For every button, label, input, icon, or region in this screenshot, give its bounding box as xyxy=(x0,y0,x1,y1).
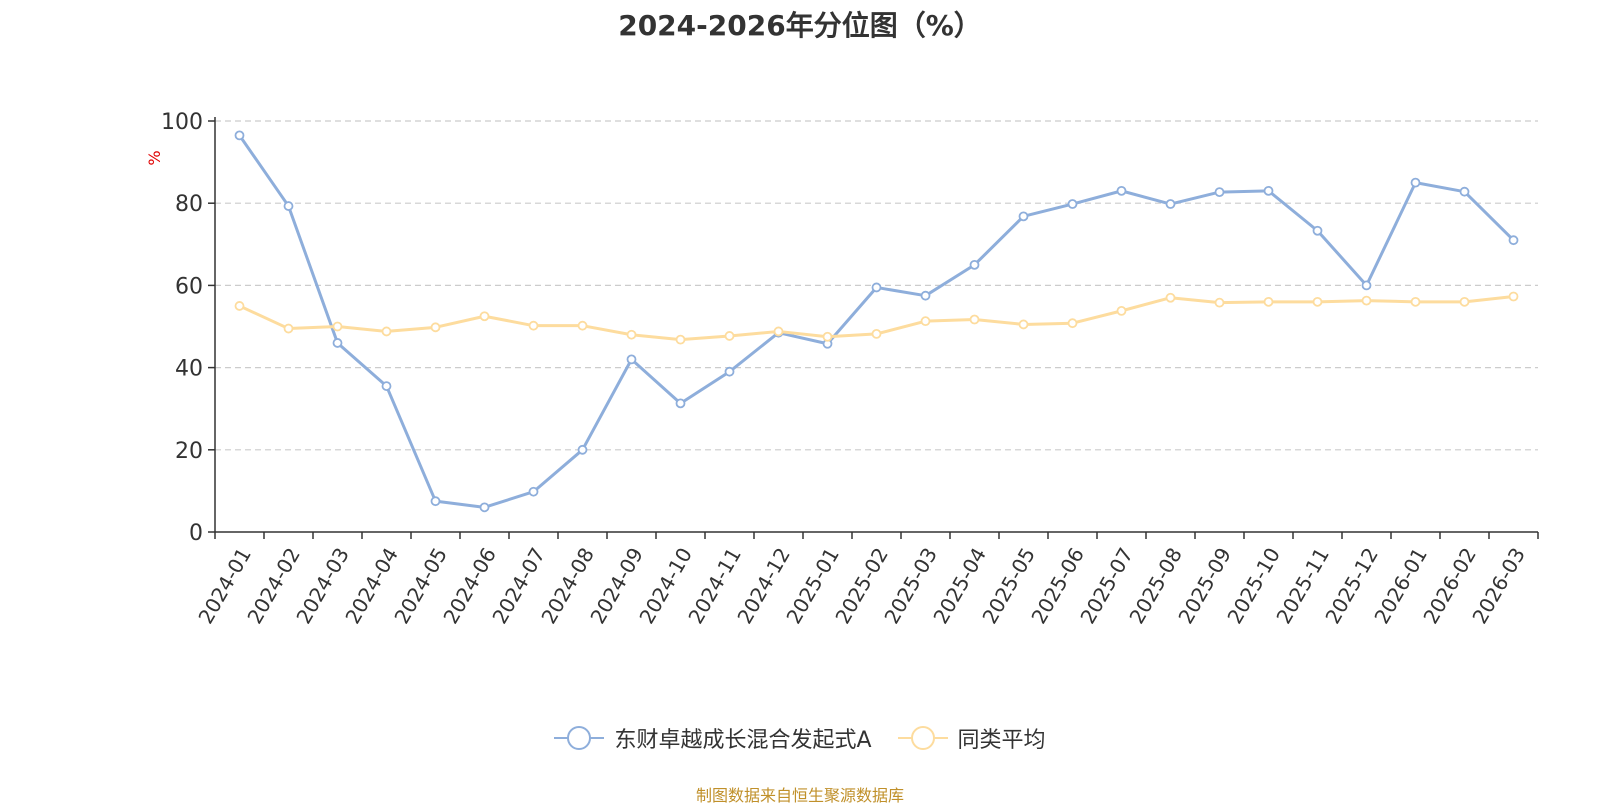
data-point xyxy=(283,323,294,334)
series-lines xyxy=(234,130,1519,513)
series-line-0 xyxy=(238,134,1515,509)
data-point xyxy=(1361,280,1372,291)
data-point xyxy=(1508,235,1519,246)
data-point xyxy=(577,320,588,331)
data-point xyxy=(1410,296,1421,307)
data-point xyxy=(1214,187,1225,198)
legend: 东财卓越成长混合发起式A 同类平均 xyxy=(0,722,1600,754)
data-point xyxy=(283,201,294,211)
data-point xyxy=(1165,292,1176,303)
data-point xyxy=(822,331,833,342)
data-point xyxy=(479,502,490,513)
data-point xyxy=(626,329,637,340)
data-point xyxy=(724,331,735,341)
data-point xyxy=(381,381,392,391)
data-point xyxy=(332,321,343,332)
legend-item-fund[interactable]: 东财卓越成长混合发起式A xyxy=(554,722,872,754)
data-point xyxy=(1116,305,1127,316)
data-point xyxy=(1361,295,1372,306)
data-point xyxy=(1312,225,1323,236)
legend-line-circle-icon xyxy=(897,726,948,750)
data-point xyxy=(675,334,686,345)
source-note: 制图数据来自恒生聚源数据库 xyxy=(695,786,904,805)
data-point xyxy=(1165,199,1176,209)
data-point xyxy=(773,326,784,337)
legend-label-fund: 东财卓越成长混合发起式A xyxy=(614,728,872,753)
legend-item-peer-average[interactable]: 同类平均 xyxy=(897,722,1046,754)
data-point xyxy=(430,322,441,333)
data-point xyxy=(969,259,980,270)
data-point xyxy=(1312,296,1323,307)
legend-line-circle-icon xyxy=(554,726,605,750)
data-point xyxy=(332,338,343,348)
data-point xyxy=(1214,297,1225,308)
data-point xyxy=(1067,318,1078,329)
data-point xyxy=(1067,199,1078,209)
data-point xyxy=(1263,296,1274,307)
data-point xyxy=(871,282,882,293)
y-tick-label: 80 xyxy=(175,192,203,217)
data-point xyxy=(724,366,735,377)
data-point xyxy=(626,354,637,365)
y-tick-label: 40 xyxy=(175,357,203,382)
y-tick-label: 0 xyxy=(189,521,203,546)
data-point xyxy=(920,290,931,301)
chart-title: 2024-2026年分位图（%） xyxy=(618,9,982,42)
y-axis-unit-label: % xyxy=(145,150,164,165)
y-tick-label: 60 xyxy=(175,274,203,299)
data-point xyxy=(969,314,980,325)
data-point xyxy=(920,316,931,327)
data-point xyxy=(234,130,245,141)
data-point xyxy=(577,444,588,455)
data-point xyxy=(1018,319,1029,330)
data-point xyxy=(1116,185,1127,196)
data-point xyxy=(430,496,441,507)
data-point xyxy=(1459,296,1470,307)
data-point xyxy=(1018,211,1029,222)
data-point xyxy=(234,301,245,311)
legend-label-peer-average: 同类平均 xyxy=(957,728,1046,753)
data-point xyxy=(1508,291,1519,302)
data-point xyxy=(1263,185,1274,196)
data-point xyxy=(1410,177,1421,188)
data-point xyxy=(675,398,686,409)
data-point xyxy=(528,320,539,331)
y-tick-label: 100 xyxy=(161,110,203,135)
data-point xyxy=(1459,186,1470,197)
data-point xyxy=(871,328,882,339)
data-point xyxy=(381,326,392,337)
data-point xyxy=(479,311,490,322)
data-point xyxy=(528,486,539,497)
y-tick-label: 20 xyxy=(175,439,203,464)
